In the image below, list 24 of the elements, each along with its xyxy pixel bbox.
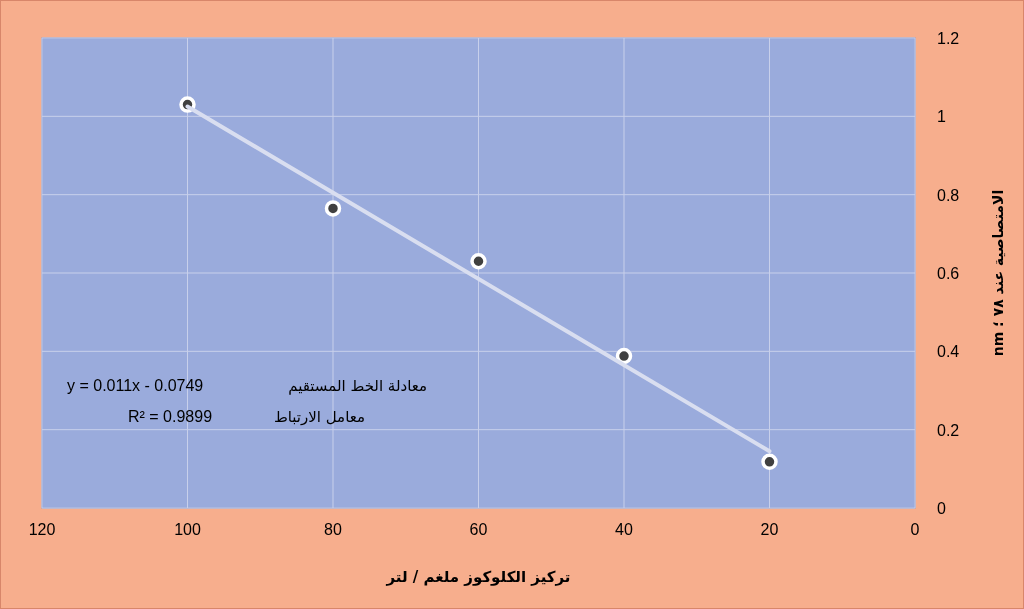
y-tick-label: 0.2 [937, 421, 960, 439]
y-tick-label: 0 [937, 500, 946, 517]
y-tick-label: 1 [937, 108, 946, 126]
y-tick-label: 0.8 [937, 186, 960, 204]
point [324, 200, 342, 217]
y-tick-label: 0.6 [937, 265, 960, 282]
x-tick-label: 120 [28, 521, 56, 538]
x-tick-label: 20 [760, 521, 779, 538]
y-axis-title: الامتصاصية عند ٧٨ ؛ nm [990, 189, 1006, 357]
x-tick-label: 0 [910, 521, 920, 538]
y-tick-label: 0.4 [937, 343, 960, 361]
annotation: R² = 0.9899 [128, 408, 213, 425]
annotation: y = 0.011x - 0.0749 [67, 377, 204, 394]
x-tick-label: 80 [324, 521, 342, 538]
x-axis-title: تركيز الكلوكوز ملغم / لتر [385, 568, 571, 586]
point [761, 453, 778, 471]
x-tick-label: 100 [174, 521, 201, 538]
y-tick-label: 1.2 [937, 30, 960, 47]
x-tick-label: 40 [615, 521, 633, 538]
point [615, 347, 633, 365]
annotation: معامل الارتباط [273, 408, 365, 426]
point [470, 253, 487, 270]
annotation: معادلة الخط المستقيم [288, 377, 427, 395]
x-tick-label: 60 [469, 521, 488, 538]
